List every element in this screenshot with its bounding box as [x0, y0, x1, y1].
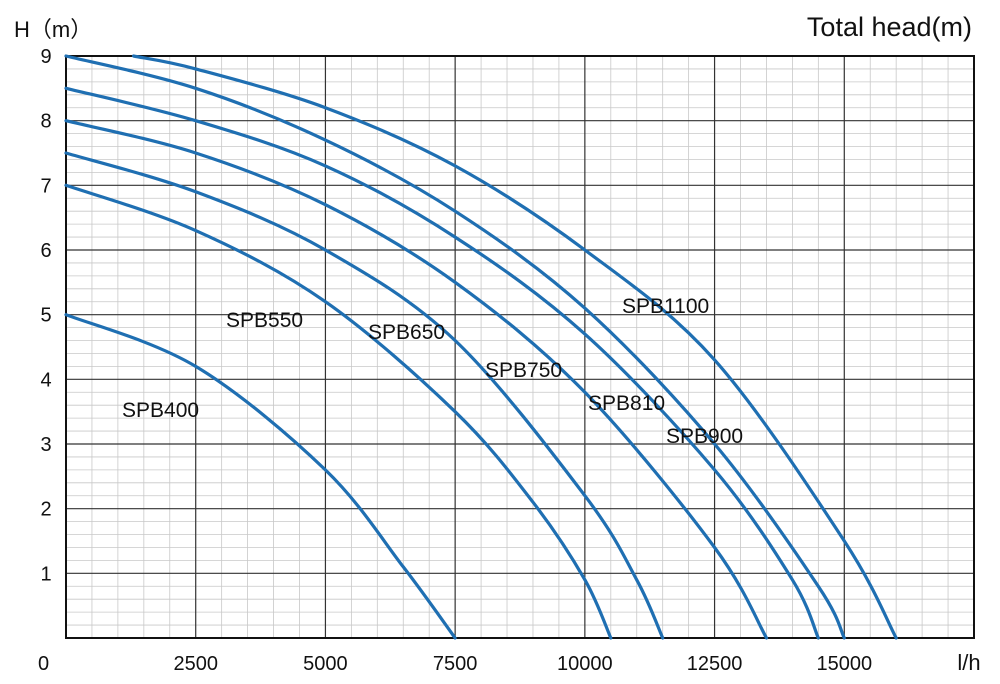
- series-label-spb810: SPB810: [588, 392, 665, 415]
- y-tick-label: 5: [40, 305, 51, 327]
- x-tick-label: 7500: [433, 653, 478, 675]
- curve-spb400: [64, 313, 457, 640]
- series-label-spb1100: SPB1100: [622, 295, 709, 318]
- x-tick-label: 15000: [816, 653, 872, 675]
- y-tick-label: 9: [40, 46, 51, 68]
- y-tick-label: 7: [40, 175, 51, 197]
- y-tick-label: 4: [40, 369, 51, 391]
- y-tick-label: 2: [40, 499, 51, 521]
- series-curves: [64, 54, 898, 640]
- curve-spb750: [64, 119, 769, 640]
- curve-spb650: [64, 151, 665, 640]
- curve-spb1100: [131, 54, 898, 640]
- x-tick-labels: 0 2500 5000 7500 10000 12500 15000: [38, 653, 872, 675]
- curve-spb810: [64, 86, 820, 640]
- x-tick-label: 0: [38, 653, 49, 675]
- x-tick-label: 10000: [557, 653, 613, 675]
- x-tick-label: 2500: [173, 653, 218, 675]
- series-label-spb650: SPB650: [368, 321, 445, 344]
- plot-frame: [65, 55, 975, 639]
- y-tick-label: 8: [40, 111, 51, 133]
- x-axis-label: l/h: [957, 650, 980, 675]
- chart-title: Total head(m): [807, 12, 972, 42]
- x-tick-label: 5000: [303, 653, 348, 675]
- y-tick-label: 3: [40, 434, 51, 456]
- series-label-spb900: SPB900: [666, 425, 743, 448]
- grid-minor: [66, 56, 974, 638]
- series-label-spb550: SPB550: [226, 309, 303, 332]
- curve-spb550: [64, 183, 613, 640]
- grid-major: [65, 55, 975, 639]
- series-label-spb400: SPB400: [122, 399, 199, 422]
- curve-spb900: [64, 54, 846, 640]
- y-axis-label: H（m）: [14, 17, 92, 42]
- y-tick-label: 1: [40, 563, 51, 585]
- y-tick-label: 6: [40, 240, 51, 262]
- series-label-spb750: SPB750: [485, 359, 562, 382]
- x-tick-label: 12500: [687, 653, 743, 675]
- y-tick-labels: 1 2 3 4 5 6 7 8 9: [40, 46, 51, 585]
